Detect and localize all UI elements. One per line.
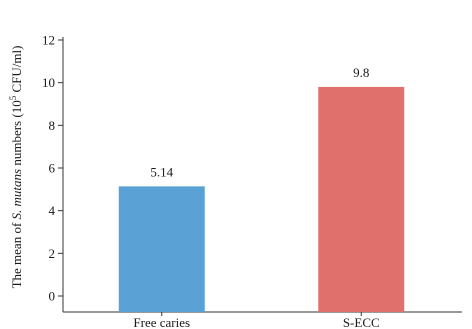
y-tick-label: 12 [42,33,55,48]
bars [118,86,405,312]
y-axis-title-suffix: CFU/ml) [9,46,24,96]
y-tick-label: 0 [49,289,56,304]
y-axis-title: The mean of S. mutans numbers (105 CFU/m… [8,46,24,289]
y-tick-label: 8 [49,118,56,133]
y-axis: 0 2 4 6 8 10 12 [42,33,64,312]
x-tick-label: Free caries [133,315,190,329]
data-label: 9.8 [353,65,369,80]
y-axis-title-mid: numbers (10 [9,100,24,169]
x-tick-label: S-ECC [343,315,380,329]
y-tick-label: 6 [49,161,56,176]
y-tick-label: 10 [42,75,55,90]
data-labels: 5.14 9.8 [150,65,369,179]
bar-free-caries [118,186,205,312]
y-axis-title-prefix: The mean of [9,219,24,288]
y-axis-title-superscript: 5 [8,95,18,100]
y-tick-label: 4 [49,203,56,218]
data-label: 5.14 [150,164,173,179]
y-axis-title-group: The mean of S. mutans numbers (105 CFU/m… [8,46,24,289]
y-axis-title-italic: S. mutans [9,169,24,220]
y-tick-label: 2 [49,246,56,261]
bar-s-ecc [318,86,405,312]
x-axis: Free caries S-ECC [63,311,462,329]
